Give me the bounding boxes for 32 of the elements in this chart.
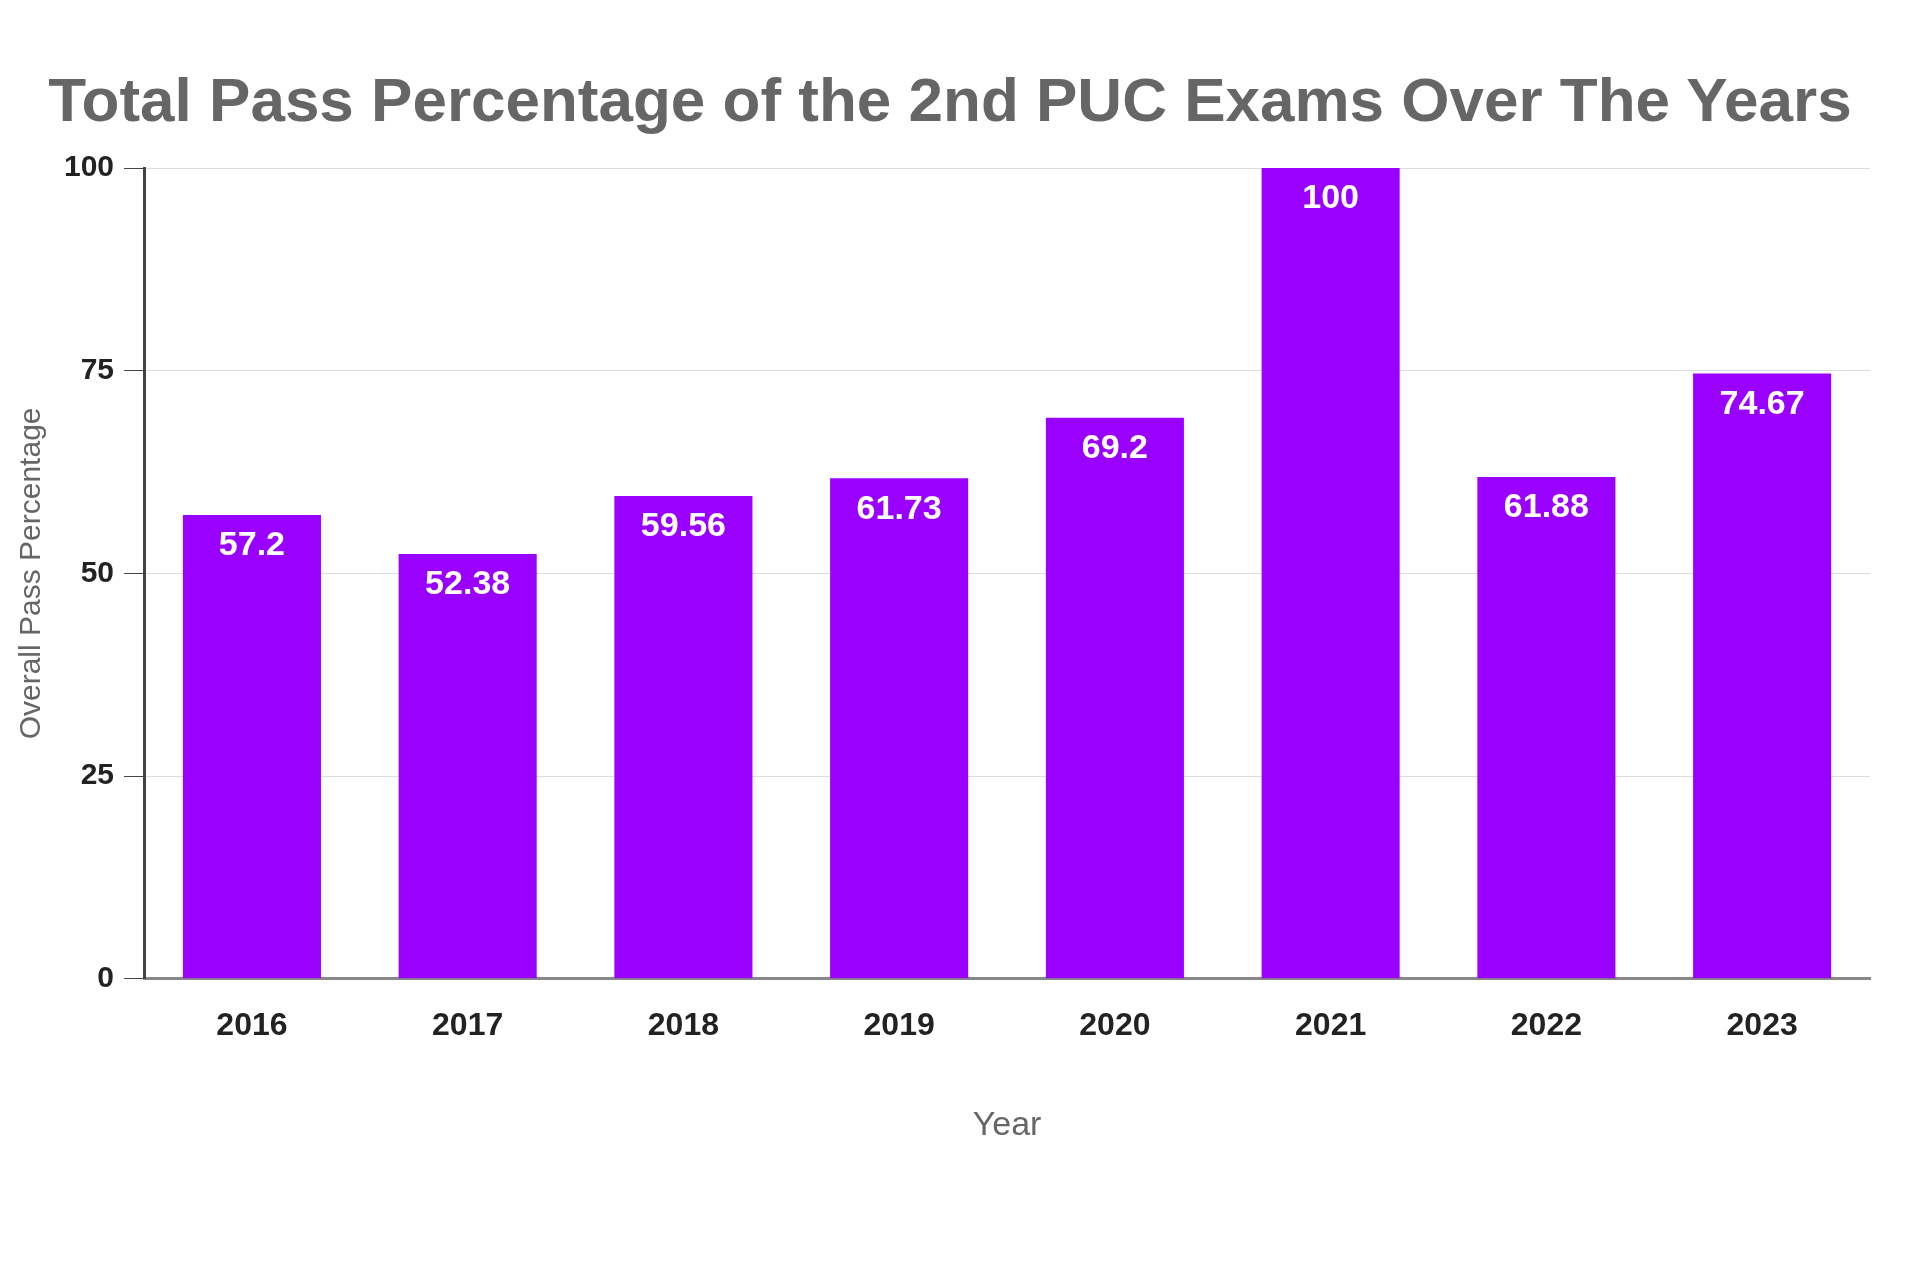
bar	[1693, 373, 1832, 979]
bar	[398, 554, 537, 979]
data-label: 61.73	[856, 487, 942, 526]
x-tick-label: 2019	[863, 1005, 935, 1042]
y-tick-label: 25	[80, 757, 115, 791]
data-label: 52.38	[425, 563, 511, 602]
x-tick-label: 2017	[432, 1005, 504, 1042]
chart-title: Total Pass Percentage of the 2nd PUC Exams Over The Years	[47, 64, 1853, 136]
data-label: 61.88	[1503, 486, 1589, 525]
y-tick-label: 50	[80, 554, 115, 588]
data-label: 100	[1302, 177, 1360, 216]
x-tick-label: 2020	[1079, 1005, 1151, 1042]
x-axis-title: Year	[972, 1103, 1042, 1142]
bar	[1261, 168, 1400, 979]
y-axis-title: Overall Pass Percentage	[13, 407, 47, 740]
bar	[614, 495, 753, 979]
y-tick-label: 0	[97, 960, 115, 994]
x-tick-label: 2016	[216, 1005, 288, 1042]
bar	[830, 478, 969, 979]
data-label: 74.67	[1719, 382, 1805, 421]
x-tick-label: 2021	[1295, 1005, 1367, 1042]
y-tick-label: 75	[80, 351, 115, 385]
bar	[1045, 417, 1184, 979]
data-label: 57.2	[218, 524, 286, 563]
data-label: 59.56	[640, 505, 726, 544]
x-tick-label: 2023	[1726, 1005, 1798, 1042]
x-tick-label: 2022	[1510, 1005, 1582, 1042]
data-label: 69.2	[1081, 427, 1148, 466]
bar	[182, 515, 321, 979]
y-tick-label: 100	[63, 149, 115, 183]
x-tick-label: 2018	[647, 1005, 720, 1042]
bar	[1477, 477, 1616, 979]
